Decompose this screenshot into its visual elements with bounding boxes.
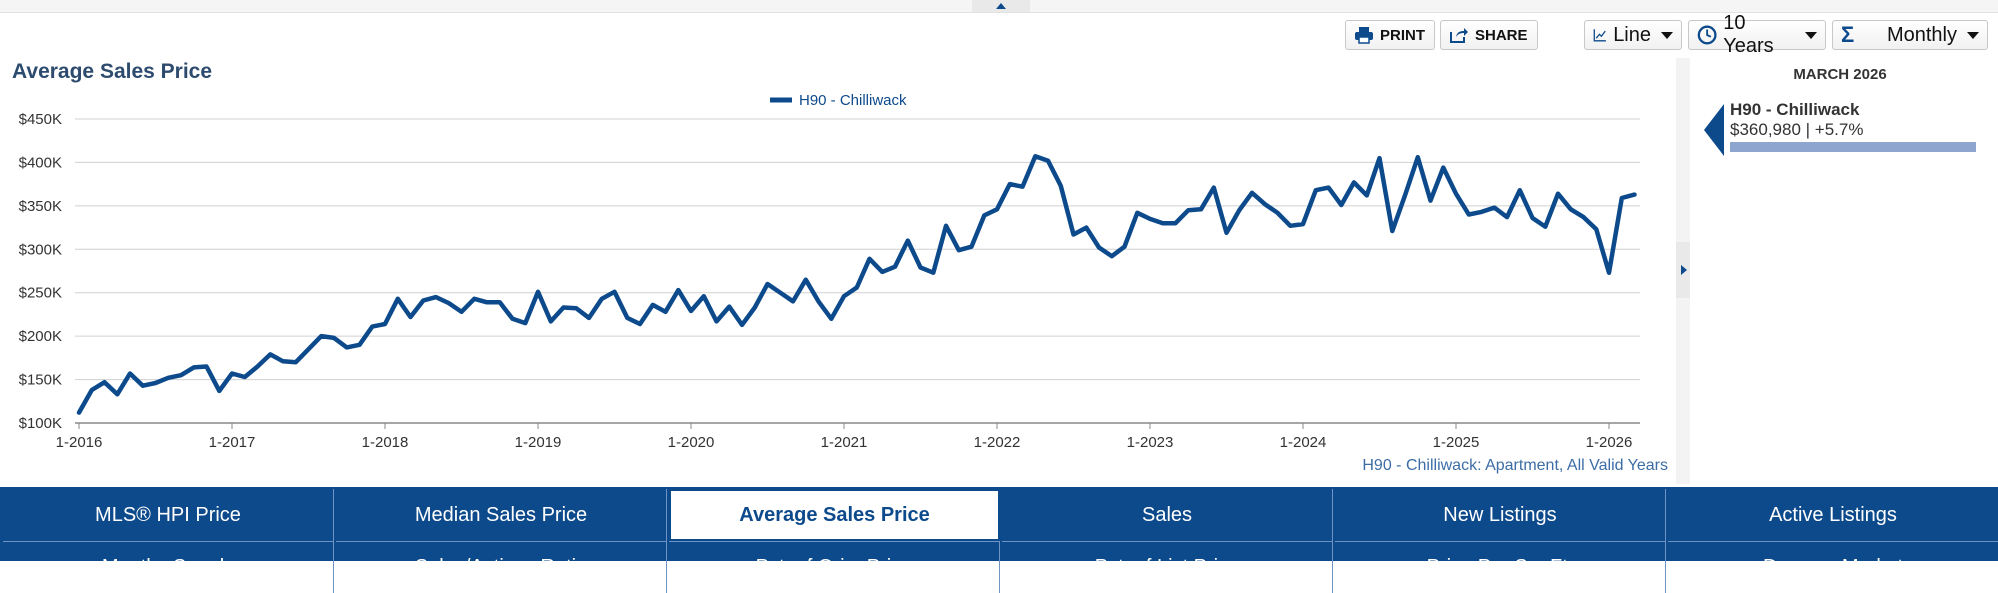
tooltip-series-name: H90 - Chilliwack <box>1730 100 1860 119</box>
tab-median-sales-price[interactable]: Median Sales Price <box>336 489 667 541</box>
range-dropdown[interactable]: 10 Years <box>1688 12 1826 57</box>
chart-type-label: Line <box>1613 23 1651 46</box>
caret-right-icon <box>1681 265 1687 275</box>
x-tick-label: 1-2023 <box>1127 434 1174 451</box>
chart-title: Average Sales Price <box>12 60 213 83</box>
caret-up-icon <box>996 3 1006 9</box>
x-tick-label: 1-2016 <box>56 434 103 451</box>
interval-label: Monthly <box>1886 23 1957 46</box>
y-tick-label: $100K <box>19 415 62 432</box>
y-tick-label: $150K <box>19 372 62 389</box>
x-tick-label: 1-2026 <box>1586 434 1633 451</box>
series-line <box>76 154 1637 415</box>
x-tick-label: 1-2019 <box>515 434 562 451</box>
x-tick-label: 1-2022 <box>974 434 1021 451</box>
y-tick-label: $350K <box>19 198 62 215</box>
tab-price-per-sq-ft[interactable]: Price Per Sq. Ft. <box>1335 541 1666 593</box>
share-icon <box>1450 28 1468 43</box>
tooltip-date: MARCH 2026 <box>1793 66 1887 83</box>
y-tick-label: $200K <box>19 328 62 345</box>
tab-mls-hpi-price[interactable]: MLS® HPI Price <box>3 489 334 541</box>
line-chart-icon <box>1593 29 1606 42</box>
tab-average-sales-price[interactable]: Average Sales Price <box>669 489 1000 541</box>
tooltip-series-bar <box>1730 142 1976 152</box>
tooltip-series-value: $360,980 | +5.7% <box>1730 120 1864 139</box>
x-tick-label: 1-2024 <box>1280 434 1327 451</box>
tab-days-on-market[interactable]: Days on Market <box>1668 541 1998 593</box>
legend-label: H90 - Chilliwack <box>799 92 907 109</box>
chevron-down-icon <box>1661 31 1673 39</box>
x-tick-label: 1-2021 <box>821 434 868 451</box>
chart-area: $100K $150K $200K $250K $300K $350K $400K $450K… <box>19 92 1640 451</box>
x-tick-label: 1-2018 <box>362 434 409 451</box>
panel-toggle-tab[interactable] <box>1676 242 1692 298</box>
tab-new-listings[interactable]: New Listings <box>1335 489 1666 541</box>
tab-pct-of-orig-price[interactable]: Pct. of Orig. Price <box>669 541 1000 593</box>
y-tick-label: $400K <box>19 154 62 171</box>
chevron-down-icon <box>1967 31 1979 39</box>
x-tick-label: 1-2017 <box>209 434 256 451</box>
x-tick-label: 1-2025 <box>1433 434 1480 451</box>
sigma-icon: Σ <box>1841 22 1855 47</box>
print-button[interactable]: PRINT <box>1345 20 1435 50</box>
share-label: SHARE <box>1475 26 1528 44</box>
print-label: PRINT <box>1380 26 1425 44</box>
interval-dropdown[interactable]: Σ Monthly <box>1832 20 1988 50</box>
series-pointer-icon <box>1704 104 1724 156</box>
tooltip-panel: MARCH 2026 H90 - Chilliwack $360,980 | +… <box>1690 58 1998 484</box>
tab-months-supply[interactable]: Months Supply <box>3 541 334 593</box>
collapse-header-tab[interactable] <box>972 0 1030 12</box>
y-tick-label: $300K <box>19 241 62 258</box>
chart-source-note: H90 - Chilliwack: Apartment, All Valid Y… <box>1362 457 1668 474</box>
tab-sales[interactable]: Sales <box>1002 489 1333 541</box>
x-tick-label: 1-2020 <box>668 434 715 451</box>
printer-icon <box>1355 27 1373 44</box>
y-tick-label: $450K <box>19 111 62 128</box>
clock-icon <box>1697 25 1717 45</box>
chart-type-dropdown[interactable]: Line <box>1584 20 1682 50</box>
tab-active-listings[interactable]: Active Listings <box>1668 489 1998 541</box>
metric-tabs: MLS® HPI Price Median Sales Price Average … <box>0 487 1998 593</box>
chevron-down-icon <box>1805 31 1817 39</box>
range-label: 10 Years <box>1723 12 1774 57</box>
y-tick-label: $250K <box>19 285 62 302</box>
tab-pct-of-list-price[interactable]: Pct. of List Price <box>1002 541 1333 593</box>
share-button[interactable]: SHARE <box>1440 20 1538 50</box>
tab-sales-actives-ratio[interactable]: Sales/Actives Ratio <box>336 541 667 593</box>
